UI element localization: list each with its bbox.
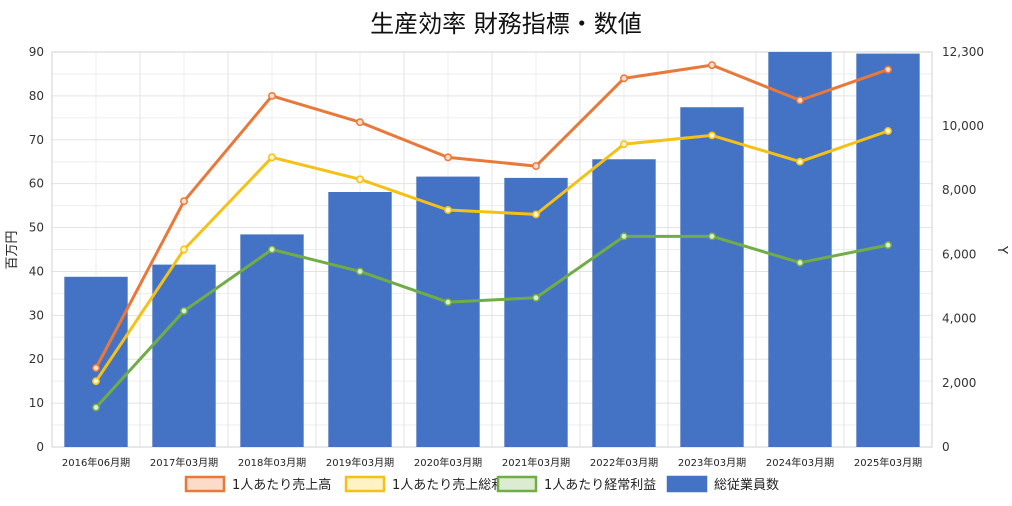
series-line bbox=[94, 234, 889, 409]
legend-item: 1人あたり経常利益 bbox=[496, 475, 656, 493]
legend-label: 1人あたり売上総利益 bbox=[392, 477, 517, 493]
x-tick-label: 2019年03月期 bbox=[326, 456, 394, 469]
legend-item: 総従業員数 bbox=[666, 475, 779, 493]
bar bbox=[504, 177, 568, 448]
y-left-tick-label: 80 bbox=[29, 89, 44, 103]
plot-frame bbox=[51, 51, 933, 448]
data-point bbox=[884, 127, 892, 135]
y-left-tick-label: 0 bbox=[36, 440, 44, 454]
data-point bbox=[444, 153, 452, 162]
data-point bbox=[180, 306, 188, 315]
y-axis-left-label: 百万円 bbox=[5, 230, 20, 269]
legend-label: 総従業員数 bbox=[714, 477, 779, 493]
bar bbox=[680, 107, 744, 447]
y-right-tick-label: 12,300 bbox=[942, 45, 984, 59]
y-right-tick-label: 8,000 bbox=[942, 183, 976, 197]
data-point bbox=[796, 96, 804, 105]
data-point bbox=[444, 298, 452, 307]
x-tick-label: 2022年03月期 bbox=[590, 456, 658, 469]
data-point bbox=[532, 162, 540, 171]
data-point bbox=[356, 175, 364, 184]
data-point bbox=[356, 118, 364, 127]
y-left-tick-label: 10 bbox=[29, 396, 44, 410]
bar bbox=[64, 276, 128, 447]
y-right-tick-label: 0 bbox=[942, 440, 950, 454]
y-right-tick-label: 4,000 bbox=[942, 312, 976, 326]
x-tick-label: 2016年06月期 bbox=[62, 456, 130, 469]
line-series bbox=[92, 61, 892, 412]
x-tick-label: 2023年03月期 bbox=[678, 456, 746, 469]
y-left-tick-label: 70 bbox=[29, 133, 44, 147]
legend-label: 1人あたり経常利益 bbox=[544, 478, 656, 493]
x-tick-label: 2018年03月期 bbox=[238, 456, 306, 469]
legend-swatch bbox=[666, 475, 708, 493]
y-left-tick-label: 20 bbox=[29, 352, 44, 366]
series-line bbox=[94, 129, 889, 383]
bar bbox=[768, 52, 832, 447]
data-point bbox=[356, 267, 364, 276]
legend-item: 1人あたり売上高 bbox=[184, 475, 331, 493]
y-left-tick-label: 30 bbox=[29, 308, 44, 322]
data-point bbox=[92, 364, 100, 372]
x-tick-label: 2021年03月期 bbox=[502, 456, 570, 469]
data-point bbox=[268, 91, 276, 100]
y-right-tick-label: 2,000 bbox=[942, 376, 976, 390]
data-point bbox=[620, 140, 628, 149]
bar bbox=[416, 176, 480, 447]
data-point bbox=[796, 157, 804, 166]
data-point bbox=[884, 241, 892, 250]
x-tick-label: 2024年03月期 bbox=[766, 456, 834, 469]
data-point bbox=[180, 197, 188, 206]
bar bbox=[152, 264, 216, 447]
y-axis-right-label: Y bbox=[994, 245, 1009, 254]
y-right-tick-label: 6,000 bbox=[942, 247, 976, 261]
data-point bbox=[708, 232, 716, 241]
x-tick-label: 2017年03月期 bbox=[150, 456, 218, 469]
legend-swatch bbox=[184, 475, 226, 493]
legend-swatch bbox=[344, 475, 386, 493]
data-point bbox=[92, 403, 100, 412]
data-point bbox=[620, 74, 628, 83]
data-point bbox=[532, 210, 540, 219]
data-point bbox=[708, 61, 716, 70]
chart-title: 生産効率 財務指標・数値 bbox=[370, 10, 642, 38]
data-point bbox=[268, 153, 276, 162]
y-left-tick-label: 50 bbox=[29, 221, 44, 235]
data-point bbox=[268, 245, 276, 254]
series-line bbox=[94, 63, 889, 369]
legend-label: 1人あたり売上高 bbox=[232, 477, 331, 493]
y-left-tick-label: 90 bbox=[29, 45, 44, 59]
y-left-tick-label: 40 bbox=[29, 264, 44, 278]
data-point bbox=[444, 206, 452, 214]
y-left-tick-label: 60 bbox=[29, 177, 44, 191]
data-point bbox=[884, 65, 892, 74]
data-point bbox=[796, 258, 804, 267]
legend-swatch bbox=[496, 475, 538, 493]
data-point bbox=[92, 377, 100, 386]
y-right-tick-label: 10,000 bbox=[942, 119, 984, 133]
bar bbox=[328, 192, 392, 447]
x-tick-label: 2020年03月期 bbox=[414, 456, 482, 469]
bar-series bbox=[64, 52, 920, 448]
data-point bbox=[708, 131, 716, 140]
bar bbox=[240, 234, 304, 447]
x-tick-label: 2025年03月期 bbox=[854, 456, 922, 469]
axis-ticks: 0 10 20 30 40 50 60 70 80 90 0 2,000 4,000 6,000 8,000… bbox=[29, 45, 984, 469]
data-point bbox=[180, 245, 188, 254]
data-point bbox=[532, 293, 540, 302]
legend-item: 1人あたり売上総利益 bbox=[344, 475, 517, 493]
bar bbox=[592, 159, 656, 447]
data-point bbox=[620, 232, 628, 241]
chart-legend: 1人あたり売上高 1人あたり売上総利益 1人あたり経常利益 総従業員数 bbox=[184, 475, 779, 493]
